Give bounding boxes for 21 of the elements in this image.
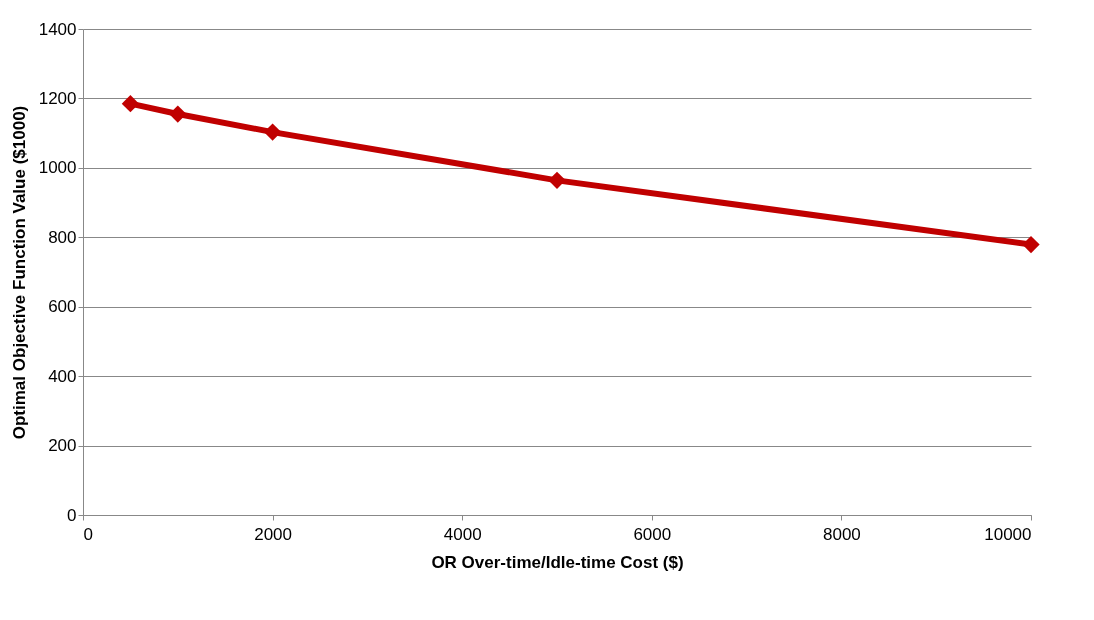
x-tick-label: 0 (83, 524, 93, 544)
y-tick-label: 0 (67, 505, 77, 525)
point (263, 123, 282, 141)
x-tick-label: 6000 (633, 524, 672, 544)
y-tick-label: 1200 (38, 88, 77, 108)
y-axis-title: Optimal Objective Function Value ($1000) (9, 105, 29, 440)
point (1022, 235, 1040, 254)
x-tick-label: 10000 (984, 524, 1032, 544)
y-tick-label: 1000 (38, 158, 77, 178)
y-tick-label: 200 (48, 436, 77, 456)
point (548, 171, 566, 190)
x-tick-label: 2000 (254, 524, 293, 544)
x-axis-title: OR Over-time/Idle-time Cost ($) (431, 552, 684, 572)
point (121, 94, 140, 113)
x-tick-label: 8000 (822, 524, 861, 544)
x-tick-label: 4000 (443, 524, 482, 544)
y-tick-label: 600 (48, 297, 77, 317)
point (169, 105, 187, 123)
y-tick-label: 400 (48, 366, 77, 386)
y-tick-label: 1400 (38, 19, 77, 39)
y-tick-label: 800 (48, 227, 77, 247)
